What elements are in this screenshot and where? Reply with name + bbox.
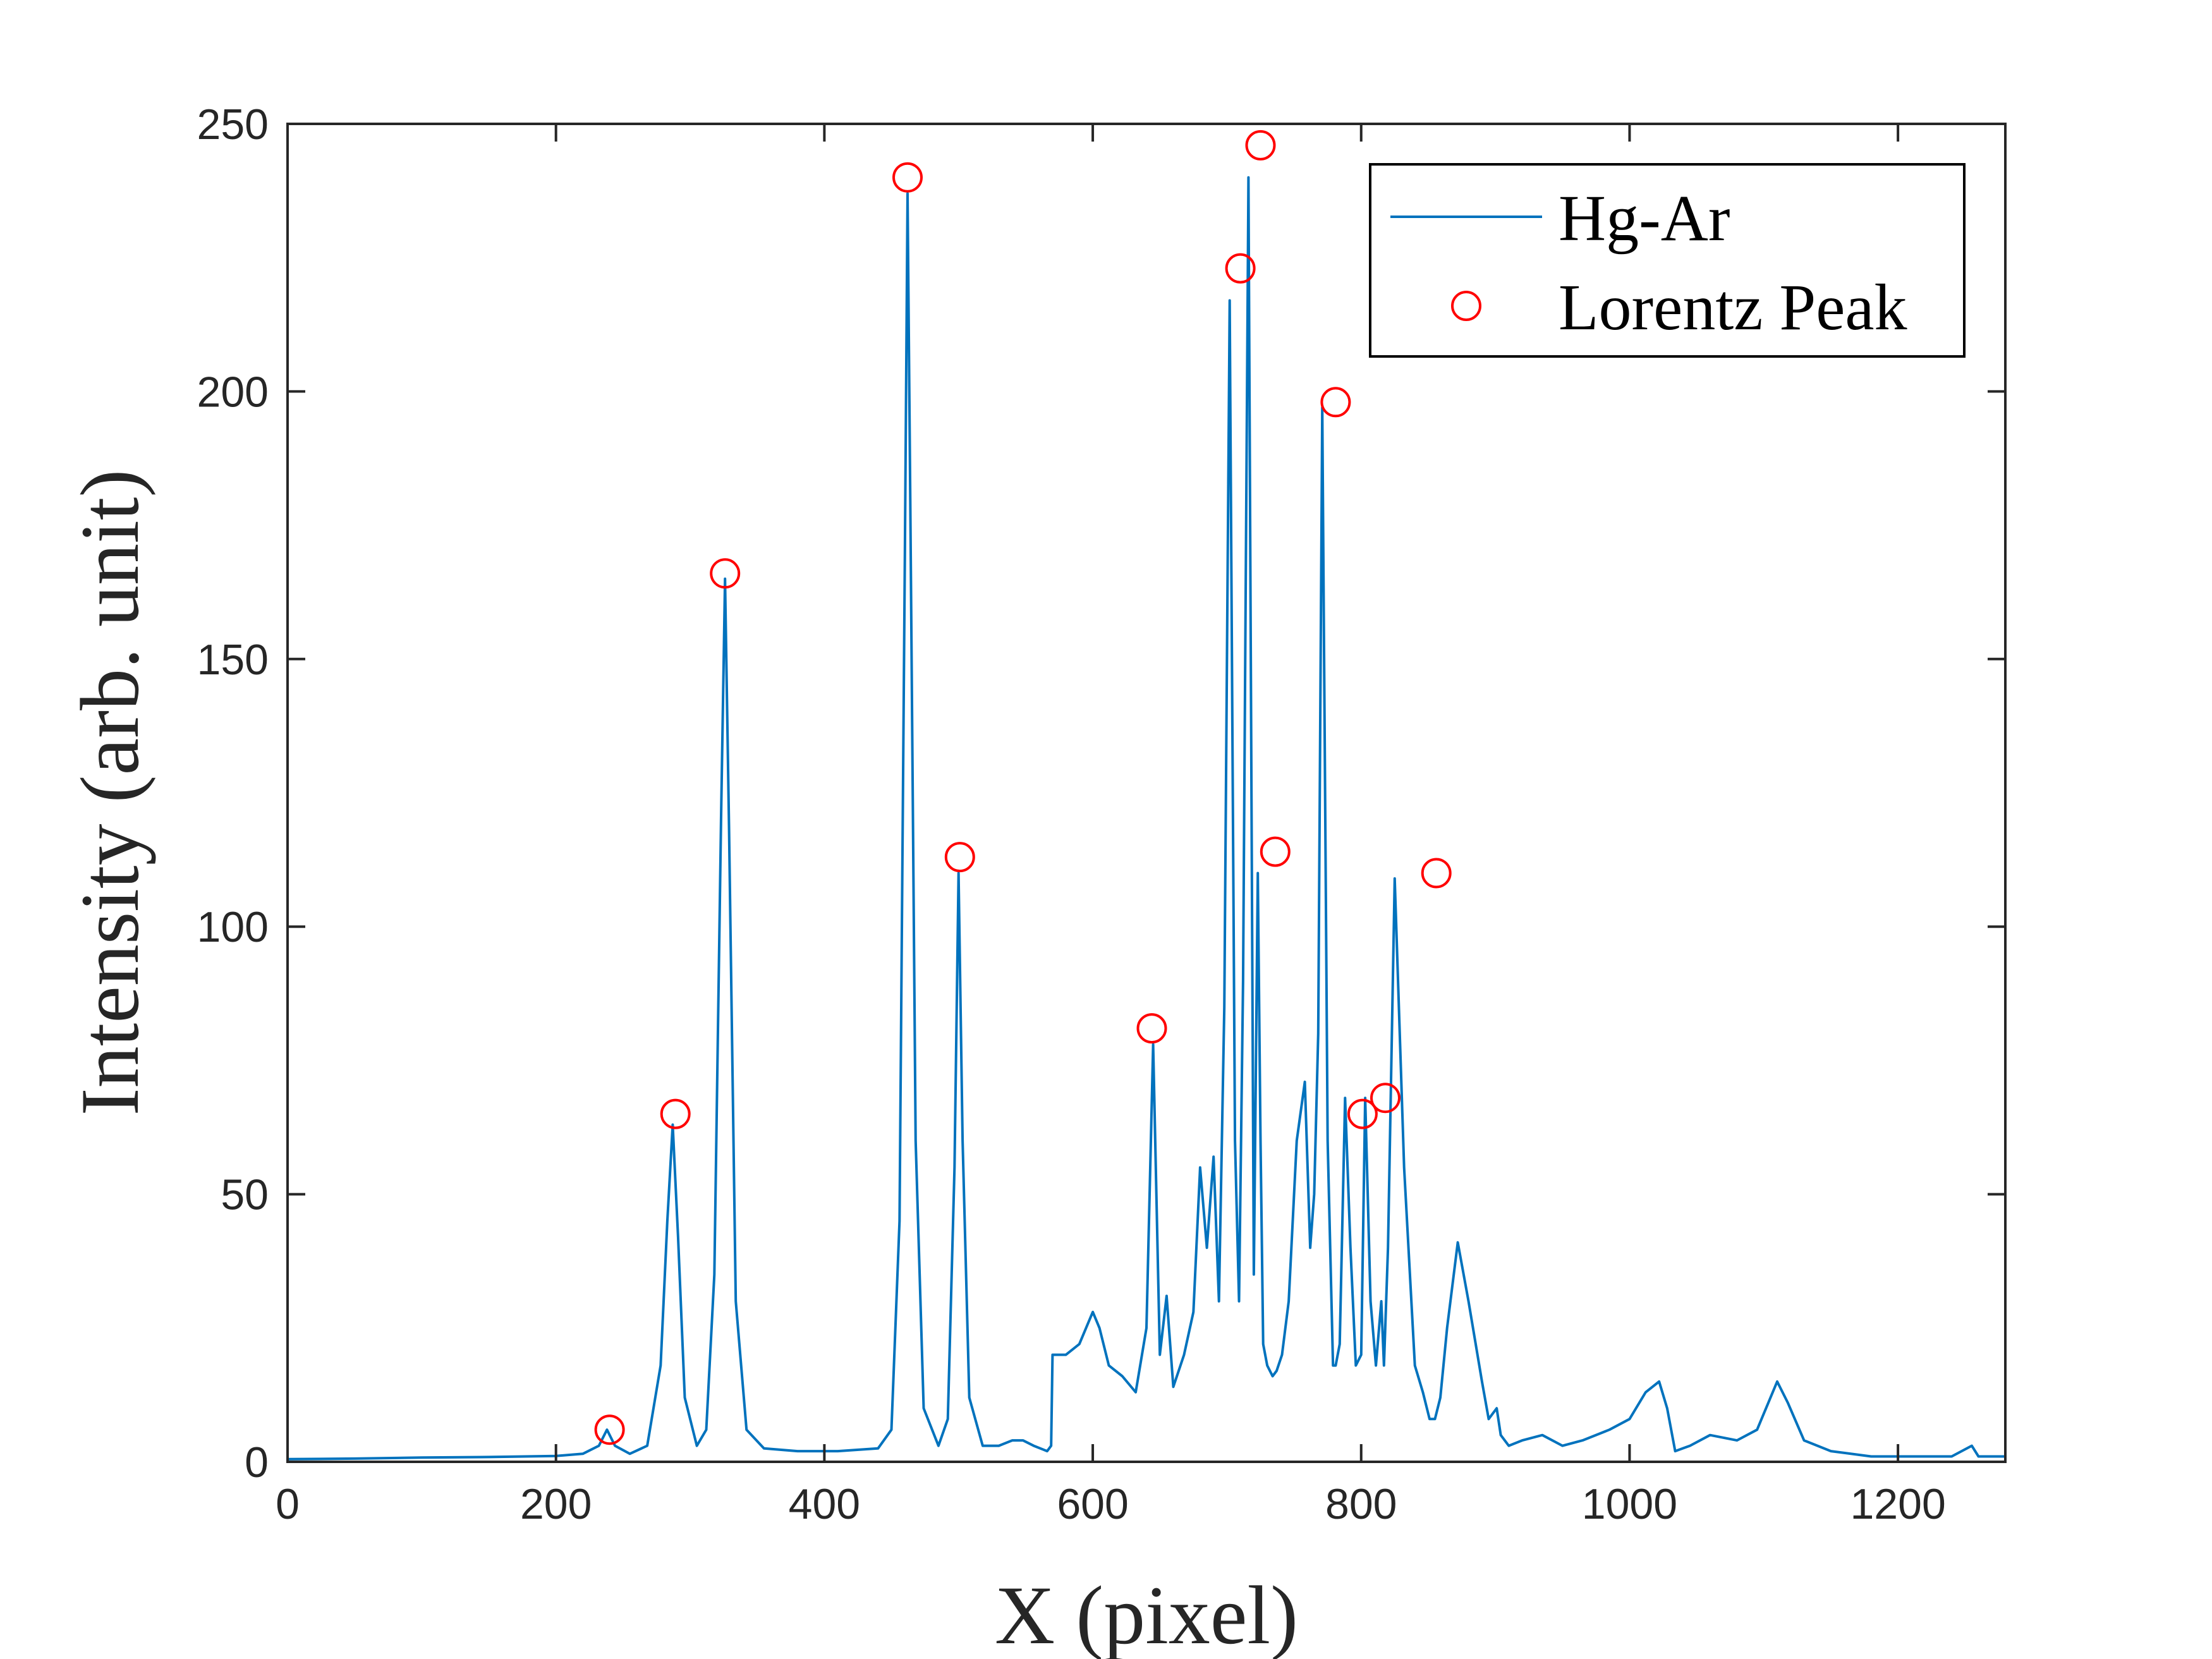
series-line-hg-ar: [287, 176, 2005, 1461]
peak-marker: [944, 842, 975, 873]
y-tick-label: 0: [245, 1438, 269, 1486]
peak-marker: [1347, 1098, 1378, 1129]
peak-marker: [1136, 1013, 1167, 1044]
legend-label-hg-ar: Hg-Ar: [1559, 182, 1730, 255]
y-tick-label: 200: [197, 368, 269, 416]
legend-box: [1369, 163, 1966, 358]
legend-marker-sample: [1451, 291, 1481, 321]
peak-marker: [1245, 130, 1276, 161]
legend: Hg-Ar Lorentz Peak: [1369, 163, 1966, 358]
x-tick-label: 200: [520, 1480, 592, 1528]
marker-layer: [594, 130, 1452, 1445]
peak-marker: [710, 558, 741, 589]
peak-marker: [1370, 1083, 1401, 1114]
x-tick-label: 1200: [1850, 1480, 1945, 1528]
peak-marker: [892, 162, 923, 193]
x-tick-label: 600: [1057, 1480, 1128, 1528]
peak-marker: [1421, 858, 1452, 889]
x-tick-label: 0: [276, 1480, 300, 1528]
series-layer: [287, 176, 2005, 1461]
y-axis-title: Intensity (arb. unit): [63, 470, 156, 1116]
x-axis: 0 200 400 600 800 1000 1200: [276, 124, 1946, 1528]
peak-marker: [1320, 387, 1351, 418]
x-axis-title: X (pixel): [995, 1569, 1298, 1659]
x-tick-label: 1000: [1582, 1480, 1677, 1528]
y-tick-label: 150: [197, 636, 269, 684]
legend-label-lorentz-peak: Lorentz Peak: [1559, 271, 1907, 344]
y-tick-label: 250: [197, 100, 269, 149]
x-tick-label: 800: [1325, 1480, 1397, 1528]
y-axis: 0 50 100 150 200 250: [197, 100, 2005, 1486]
x-tick-label: 400: [789, 1480, 860, 1528]
plot-frame: [286, 123, 2007, 1463]
y-tick-label: 100: [197, 903, 269, 951]
peak-marker: [1260, 836, 1291, 867]
peak-marker: [1225, 253, 1256, 284]
peak-marker: [660, 1098, 691, 1129]
y-tick-label: 50: [221, 1171, 269, 1219]
peak-marker: [594, 1414, 625, 1445]
